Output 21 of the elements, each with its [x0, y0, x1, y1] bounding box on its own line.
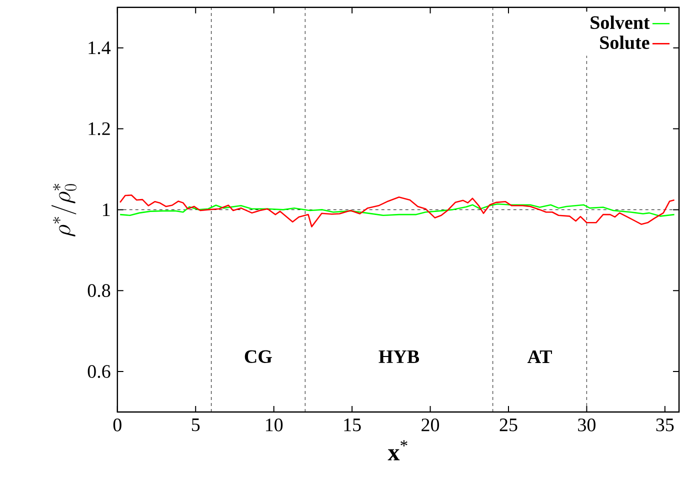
- y-tick-label: 0.6: [88, 365, 110, 378]
- x-tick-label: 0: [113, 418, 122, 432]
- x-tick-label: 15: [344, 418, 361, 432]
- annotation: AT: [527, 350, 552, 363]
- legend-label: Solute: [600, 36, 650, 50]
- y-tick-label: 1.4: [88, 41, 111, 54]
- y-tick-label: 1: [103, 203, 110, 216]
- x-tick-label: 10: [266, 418, 283, 432]
- x-tick-label: 25: [500, 418, 518, 432]
- annotation: CG: [244, 350, 272, 363]
- x-tick-label: 30: [578, 418, 596, 432]
- y-axis-title: $\rho^*/\rho^*_0$: [51, 184, 76, 236]
- line-series: [119, 203, 675, 217]
- x-tick-label: 5: [192, 418, 200, 432]
- annotation: HYB: [378, 350, 420, 363]
- x-tick-label: 35: [656, 418, 674, 432]
- x-axis-title: x$^{*}$: [388, 440, 408, 460]
- y-tick-label: 0.8: [88, 284, 110, 298]
- x-tick-label: 20: [422, 418, 440, 432]
- legend-label: Solvent: [590, 16, 650, 30]
- y-tick-label: 1.2: [88, 122, 110, 136]
